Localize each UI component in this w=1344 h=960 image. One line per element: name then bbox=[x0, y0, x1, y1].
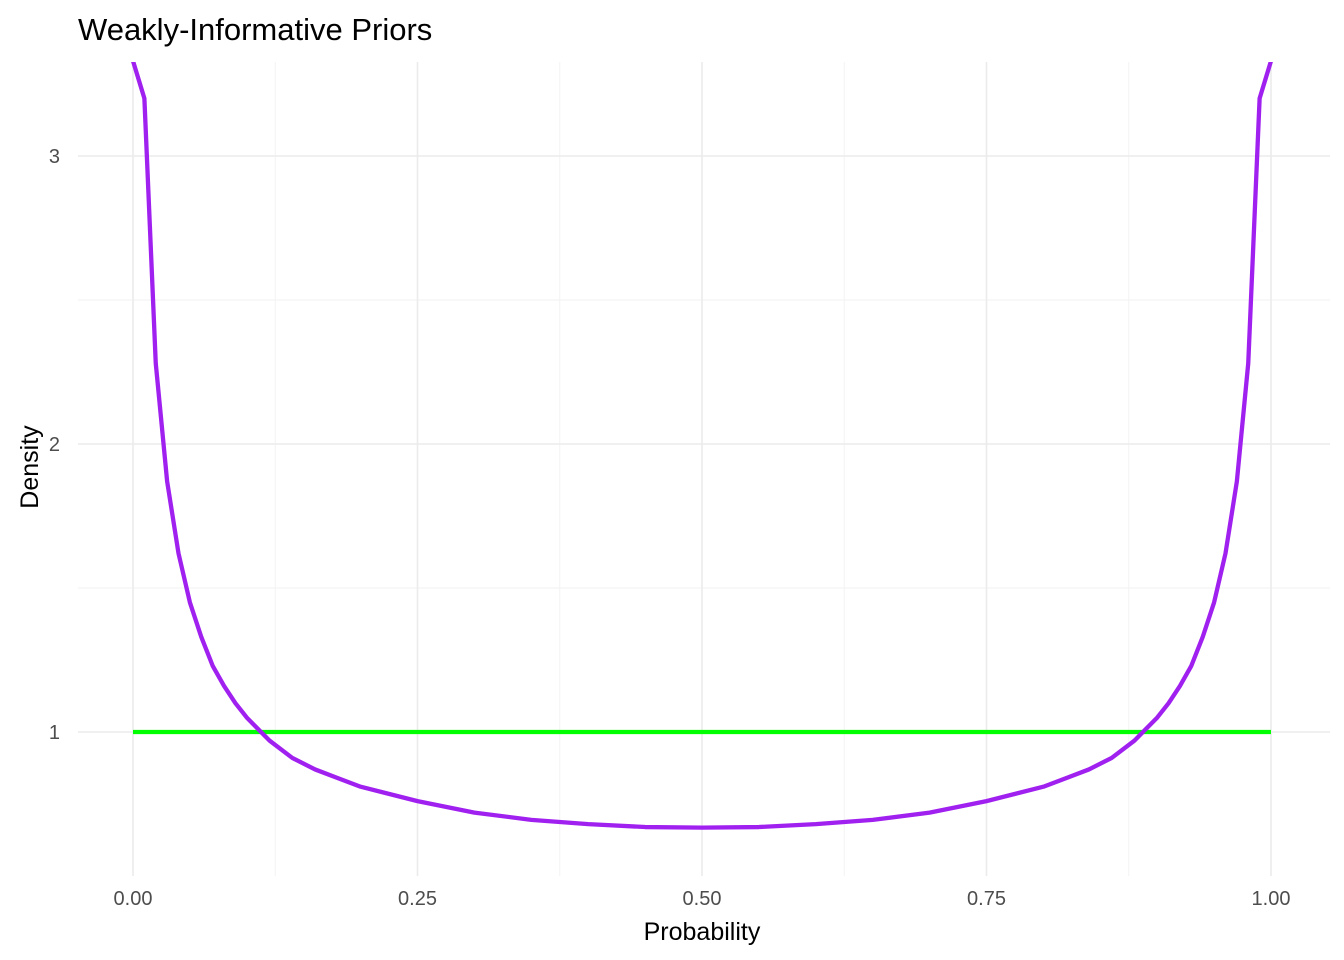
x-tick-label: 0.50 bbox=[683, 888, 722, 910]
x-tick-label: 0.25 bbox=[398, 888, 437, 910]
x-axis-ticks: 0.00 0.25 0.50 0.75 1.00 bbox=[114, 888, 1291, 910]
x-axis-title: Probability bbox=[644, 918, 761, 946]
x-tick-label: 0.00 bbox=[114, 888, 153, 910]
y-axis-ticks: 1 2 3 bbox=[49, 146, 60, 744]
x-tick-label: 1.00 bbox=[1252, 888, 1291, 910]
series-lines bbox=[131, 62, 1273, 830]
y-axis-title: Density bbox=[16, 425, 44, 509]
beta-prior-line bbox=[131, 62, 1273, 830]
grid-lines bbox=[78, 62, 1330, 876]
y-tick-label: 1 bbox=[49, 722, 60, 744]
chart-title: Weakly-Informative Priors bbox=[78, 12, 432, 47]
y-tick-label: 2 bbox=[49, 434, 60, 456]
x-tick-label: 0.75 bbox=[967, 888, 1006, 910]
y-tick-label: 3 bbox=[49, 146, 60, 168]
